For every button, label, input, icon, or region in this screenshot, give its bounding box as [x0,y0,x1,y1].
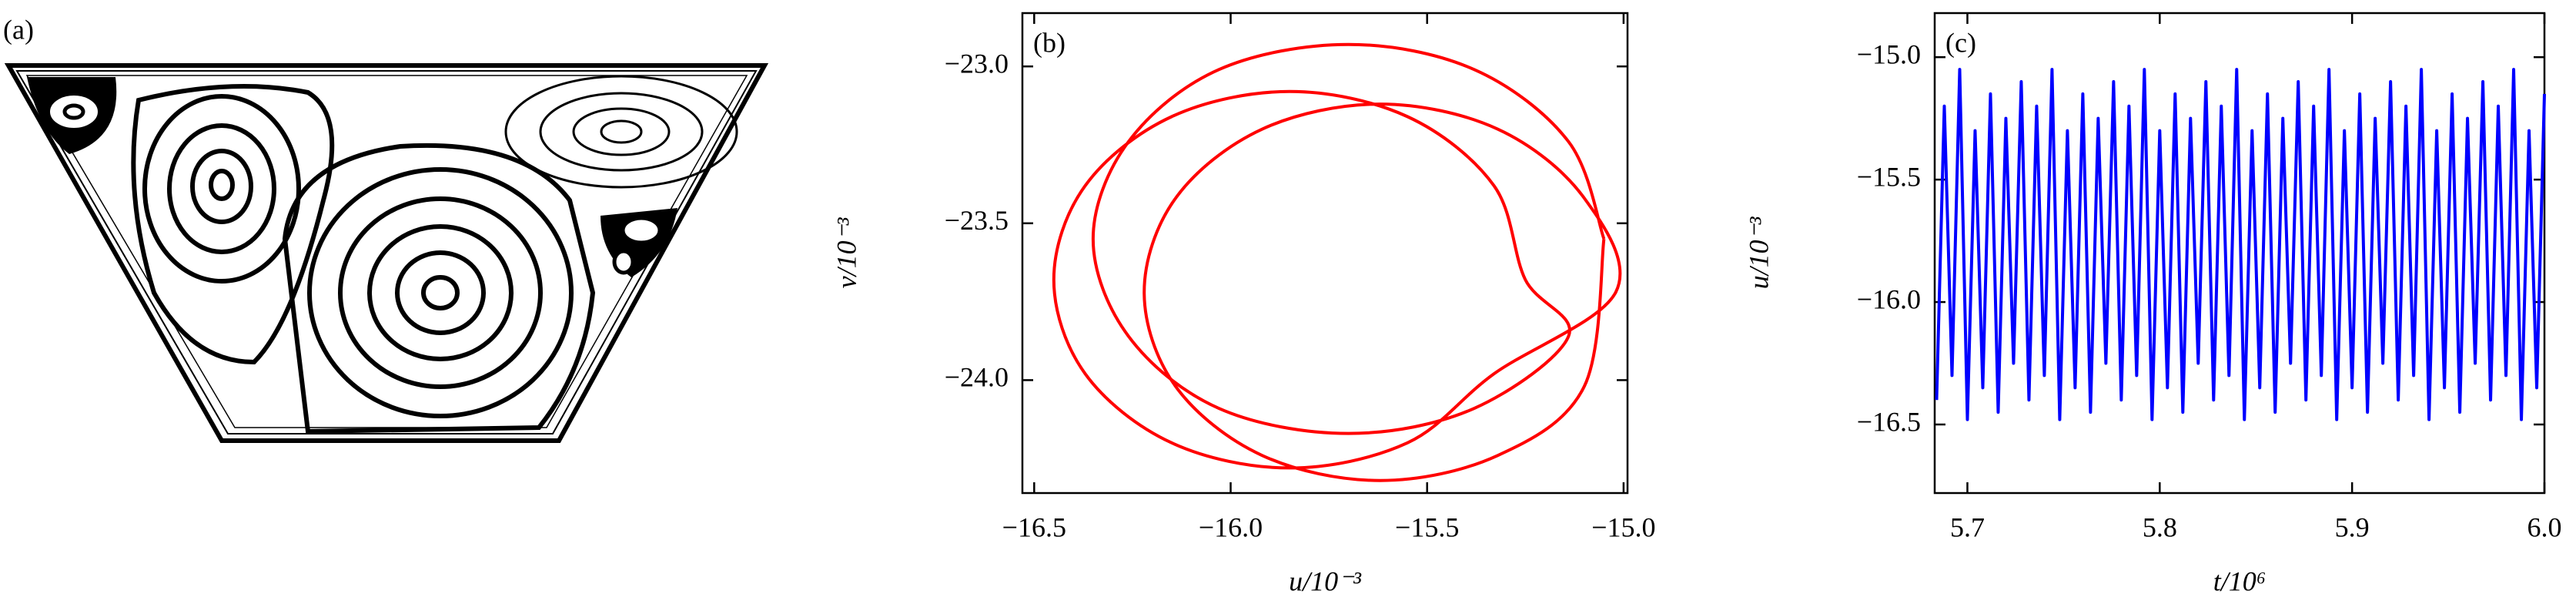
streamline [338,196,543,389]
streamline [612,249,635,275]
x-tick-label: 5.8 [2143,512,2177,542]
y-tick-label: −23.5 [945,205,1009,236]
streamline [282,143,596,434]
y-axis-title: v/10⁻³ [831,216,861,288]
streamline [131,84,335,365]
streamline [572,107,671,156]
streamline [167,123,276,254]
panel-label: (a) [3,14,34,45]
plot-frame [1021,12,1629,495]
panel-label: (c) [1945,27,1976,58]
streamline [15,70,758,434]
streamline [395,250,486,335]
streamline [307,167,574,418]
streamline [539,92,704,172]
vortex-small [27,77,677,277]
y-tick-label: −16.0 [1857,284,1921,314]
streamline [367,224,514,361]
y-tick-label: −15.5 [1857,161,1921,192]
x-tick-label: −15.0 [1591,512,1655,542]
x-tick-label: 5.7 [1950,512,1985,542]
vortex-large [282,143,596,434]
x-tick-label: 5.9 [2335,512,2370,542]
y-tick-label: −24.0 [945,362,1009,393]
y-axis-title: u/10⁻³ [1743,216,1774,289]
panel-label: (b) [1033,27,1066,58]
data-line [1935,68,2546,421]
streamline [45,91,102,133]
x-tick-label: 6.0 [2527,512,2562,542]
streamline [504,75,738,189]
x-tick-label: −16.0 [1199,512,1263,542]
streamline [621,216,662,245]
streamline-plot [4,63,769,443]
x-tick-label: −15.5 [1395,512,1459,542]
streamline [600,119,643,144]
x-axis-title: u/10⁻³ [1289,565,1362,596]
streamline [421,275,460,310]
x-tick-label: −16.5 [1002,512,1066,542]
vortex-top-right [504,75,738,189]
plot-frame [1933,12,2546,495]
streamline [142,94,301,284]
y-tick-label: −23.0 [945,48,1009,79]
streamline [209,169,235,201]
x-axis-title: t/10⁶ [2213,565,2267,596]
data-line [1052,42,1622,482]
streamline [190,149,253,224]
y-tick-label: −16.5 [1857,406,1921,437]
vortex-left [131,84,335,365]
streamline [62,103,85,120]
y-tick-label: −15.0 [1857,39,1921,69]
